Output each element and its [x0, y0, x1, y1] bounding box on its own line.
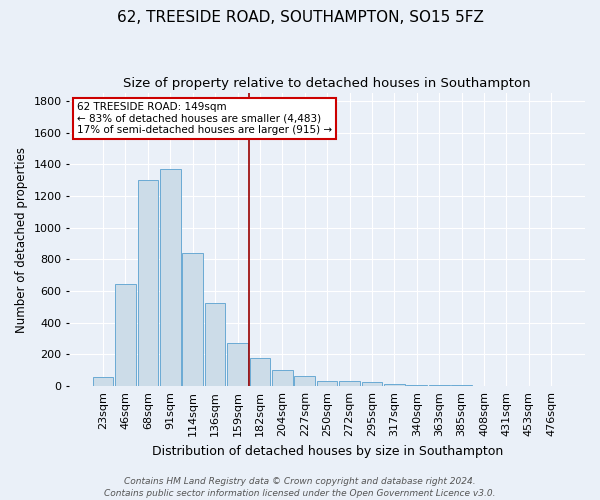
Bar [429, 384, 449, 386]
Bar [250, 358, 270, 386]
Bar [227, 342, 248, 386]
Bar [384, 384, 404, 386]
Bar [137, 180, 158, 386]
Bar [317, 380, 337, 386]
Y-axis label: Number of detached properties: Number of detached properties [15, 146, 28, 332]
Bar [93, 378, 113, 386]
Bar [182, 253, 203, 386]
X-axis label: Distribution of detached houses by size in Southampton: Distribution of detached houses by size … [152, 444, 503, 458]
Bar [362, 382, 382, 386]
Title: Size of property relative to detached houses in Southampton: Size of property relative to detached ho… [124, 78, 531, 90]
Bar [295, 376, 315, 386]
Bar [339, 380, 360, 386]
Text: 62, TREESIDE ROAD, SOUTHAMPTON, SO15 5FZ: 62, TREESIDE ROAD, SOUTHAMPTON, SO15 5FZ [116, 10, 484, 25]
Bar [115, 284, 136, 386]
Bar [205, 303, 226, 386]
Text: Contains HM Land Registry data © Crown copyright and database right 2024.
Contai: Contains HM Land Registry data © Crown c… [104, 476, 496, 498]
Text: 62 TREESIDE ROAD: 149sqm
← 83% of detached houses are smaller (4,483)
17% of sem: 62 TREESIDE ROAD: 149sqm ← 83% of detach… [77, 102, 332, 135]
Bar [160, 169, 181, 386]
Bar [272, 370, 293, 386]
